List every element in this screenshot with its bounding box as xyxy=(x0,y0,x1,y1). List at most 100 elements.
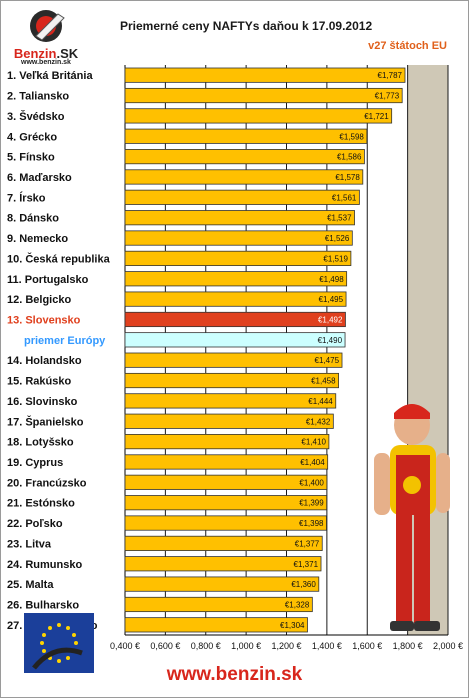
bar-value-label: €1,404 xyxy=(300,458,325,467)
logo-brand: Benzin.SK xyxy=(13,46,79,61)
category-label: 3. Švédsko xyxy=(7,110,65,123)
bar xyxy=(124,372,339,389)
category-label: 23. Litva xyxy=(7,538,52,550)
category-label: 14. Holandsko xyxy=(7,355,82,367)
logo-url: www.benzin.sk xyxy=(21,59,71,66)
chart-title: Priemerné ceny NAFTYs daňou k 17.09.2012 xyxy=(120,19,373,33)
bar xyxy=(124,596,313,613)
eu-flag-icon xyxy=(24,613,94,673)
bar-value-label: €1,561 xyxy=(332,193,357,202)
category-label: 19. Cyprus xyxy=(7,457,63,469)
mechanic-illustration xyxy=(374,404,450,631)
bar-value-label: €1,787 xyxy=(378,71,403,80)
bar-value-label: €1,400 xyxy=(299,478,324,487)
category-label: 26. Bulharsko xyxy=(7,599,79,611)
category-label: priemer Európy xyxy=(24,335,106,347)
chart-subtitle: v27 štátoch EU xyxy=(368,40,447,52)
x-tick-label: 0,600 € xyxy=(150,641,180,651)
bar-value-label: €1,360 xyxy=(291,580,316,589)
bar-value-label: €1,432 xyxy=(306,417,331,426)
x-tick-label: 1,600 € xyxy=(352,641,382,651)
bar-value-label: €1,721 xyxy=(364,112,389,121)
bar-value-label: €1,519 xyxy=(323,254,348,263)
category-label: 12. Belgicko xyxy=(7,294,71,306)
bar xyxy=(124,332,346,348)
bar xyxy=(124,434,330,450)
category-label: 13. Slovensko xyxy=(7,314,81,326)
bar-value-label: €1,475 xyxy=(315,356,340,365)
bar xyxy=(124,535,323,551)
bar xyxy=(124,230,353,246)
bar xyxy=(124,189,360,205)
bar-value-label: €1,773 xyxy=(375,92,400,101)
footer-url: www.benzin.sk xyxy=(166,664,303,685)
bar-value-label: €1,371 xyxy=(294,560,319,569)
x-tick-label: 0,800 € xyxy=(191,641,221,651)
bar xyxy=(124,250,352,266)
category-label: 15. Rakúsko xyxy=(7,376,71,388)
category-label: 4. Grécko xyxy=(7,131,57,143)
bar xyxy=(124,210,355,226)
bar xyxy=(124,454,329,470)
bar-value-label: €1,578 xyxy=(335,173,360,182)
bar xyxy=(124,108,393,124)
bar-value-label: €1,586 xyxy=(337,153,362,162)
x-tick-label: 1,400 € xyxy=(312,641,342,651)
category-label: 8. Dánsko xyxy=(7,213,59,225)
bar xyxy=(124,576,320,592)
bar xyxy=(124,474,328,490)
category-label: 2. Taliansko xyxy=(7,91,69,103)
bar xyxy=(124,311,346,328)
bar-value-label: €1,410 xyxy=(301,438,326,447)
x-tick-label: 0,400 € xyxy=(110,641,140,651)
bar-value-label: €1,598 xyxy=(339,132,364,141)
category-label: 25. Malta xyxy=(7,579,54,591)
category-label: 18. Lotyšsko xyxy=(7,437,74,449)
bar-value-label: €1,495 xyxy=(319,295,344,304)
bar xyxy=(124,149,365,165)
bar xyxy=(124,87,403,104)
bar xyxy=(124,617,308,633)
bar-value-label: €1,328 xyxy=(285,600,310,609)
bar xyxy=(124,495,328,511)
bar xyxy=(124,169,364,185)
bar xyxy=(124,352,343,368)
category-label: 17. Španielsko xyxy=(7,415,84,428)
bar-value-label: €1,399 xyxy=(299,499,324,508)
category-label: 10. Česká republika xyxy=(7,252,111,265)
category-label: 9. Nemecko xyxy=(7,233,68,245)
bar-value-label: €1,492 xyxy=(318,315,343,324)
x-tick-label: 1,800 € xyxy=(393,641,423,651)
bar-value-label: €1,458 xyxy=(311,377,336,386)
category-label: 5. Fínsko xyxy=(7,152,55,164)
bar-value-label: €1,490 xyxy=(318,336,343,345)
benzin-logo: Benzin.SK www.benzin.sk xyxy=(6,6,86,66)
category-label: 1. Veľká Británia xyxy=(7,70,93,82)
x-tick-label: 2,000 € xyxy=(433,641,463,651)
category-label: 11. Portugalsko xyxy=(7,274,89,286)
category-label: 7. Írsko xyxy=(7,191,46,204)
bar-value-label: €1,537 xyxy=(327,214,352,223)
bar-value-label: €1,498 xyxy=(319,275,344,284)
bar xyxy=(124,271,348,287)
category-label: 24. Rumunsko xyxy=(7,559,82,571)
bar-chart: 0,400 € 0,600 € 0,800 € 1,000 € 1,200 € 1,400… xyxy=(7,65,463,651)
bar-value-label: €1,398 xyxy=(299,519,324,528)
category-label: 21. Estónsko xyxy=(7,498,75,510)
bar xyxy=(124,393,337,409)
category-label: 20. Francúzsko xyxy=(7,477,87,489)
bar xyxy=(124,515,327,531)
bar-value-label: €1,444 xyxy=(308,397,333,406)
x-tick-label: 1,200 € xyxy=(271,641,301,651)
bar-value-label: €1,526 xyxy=(325,234,350,243)
bar xyxy=(124,128,368,144)
category-label: 6. Maďarsko xyxy=(7,172,72,184)
bar xyxy=(124,413,334,429)
category-label: 16. Slovinsko xyxy=(7,396,78,408)
category-label: 22. Poľsko xyxy=(7,518,63,530)
x-tick-label: 1,000 € xyxy=(231,641,261,651)
bar xyxy=(124,556,322,572)
bar xyxy=(124,67,406,83)
pump-nozzle-icon xyxy=(30,10,65,42)
bar-value-label: €1,304 xyxy=(280,621,305,630)
